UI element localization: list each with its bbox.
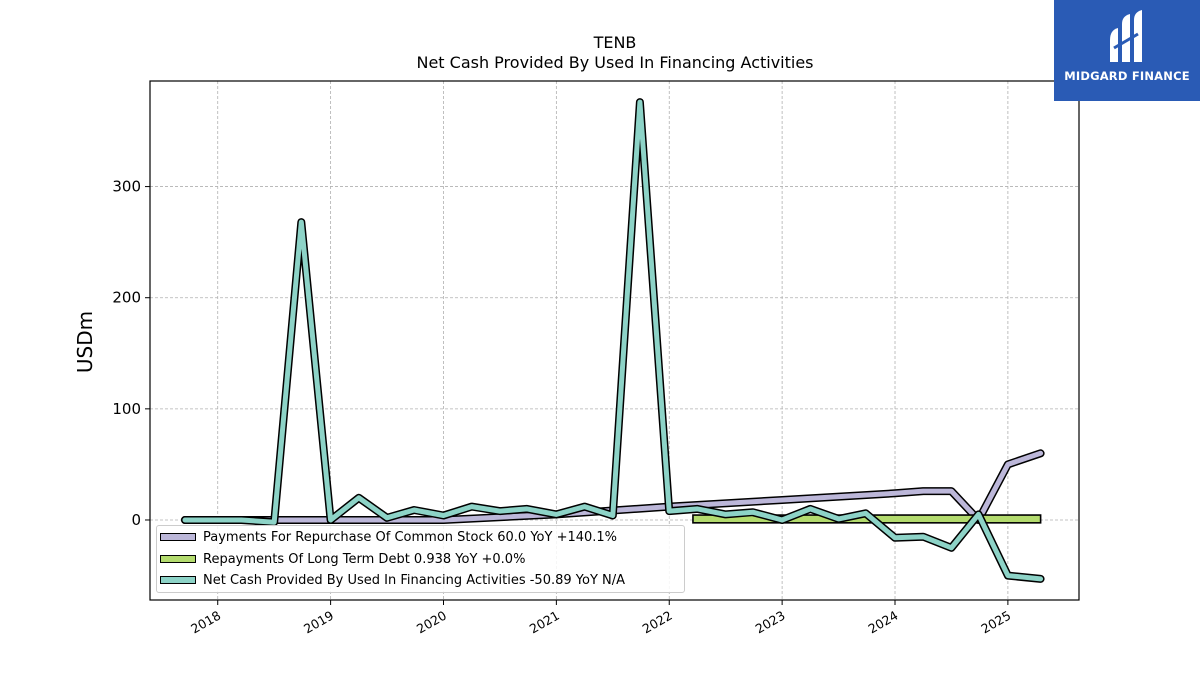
legend-swatch bbox=[160, 576, 196, 584]
x-tick-label: 2023 bbox=[753, 608, 788, 637]
x-tick-label: 2022 bbox=[640, 608, 675, 637]
legend-label: Payments For Repurchase Of Common Stock … bbox=[203, 529, 618, 545]
chart-subtitle: Net Cash Provided By Used In Financing A… bbox=[416, 53, 813, 72]
x-tick-label: 2018 bbox=[188, 608, 223, 637]
y-tick-label: 0 bbox=[131, 511, 141, 529]
x-tick-label: 2020 bbox=[414, 608, 449, 637]
y-tick-label: 100 bbox=[112, 400, 141, 418]
x-tick-label: 2019 bbox=[301, 608, 336, 637]
x-tick-label: 2025 bbox=[978, 608, 1013, 637]
x-tick-label: 2024 bbox=[865, 608, 900, 637]
brand-logo: MIDGARD FINANCE bbox=[1054, 0, 1200, 101]
plot-frame bbox=[149, 80, 1080, 601]
legend-label: Repayments Of Long Term Debt 0.938 YoY +… bbox=[203, 551, 526, 567]
logo-text: MIDGARD FINANCE bbox=[1064, 69, 1190, 83]
series-line bbox=[182, 450, 1044, 523]
legend-swatch bbox=[160, 555, 196, 563]
x-tick-label: 2021 bbox=[527, 608, 562, 637]
series-1 bbox=[181, 449, 1045, 524]
legend: Payments For Repurchase Of Common Stock … bbox=[156, 525, 685, 593]
chart-title: TENB bbox=[593, 33, 637, 52]
logo-mark-icon bbox=[1110, 10, 1142, 62]
series-3 bbox=[181, 98, 1045, 583]
legend-swatch bbox=[160, 533, 196, 541]
series-line bbox=[182, 99, 1044, 582]
y-tick-label: 200 bbox=[112, 289, 141, 307]
series-layer bbox=[181, 98, 1045, 583]
y-axis-label: USDm bbox=[73, 311, 97, 373]
legend-label: Net Cash Provided By Used In Financing A… bbox=[203, 572, 626, 588]
y-tick-label: 300 bbox=[112, 178, 141, 196]
